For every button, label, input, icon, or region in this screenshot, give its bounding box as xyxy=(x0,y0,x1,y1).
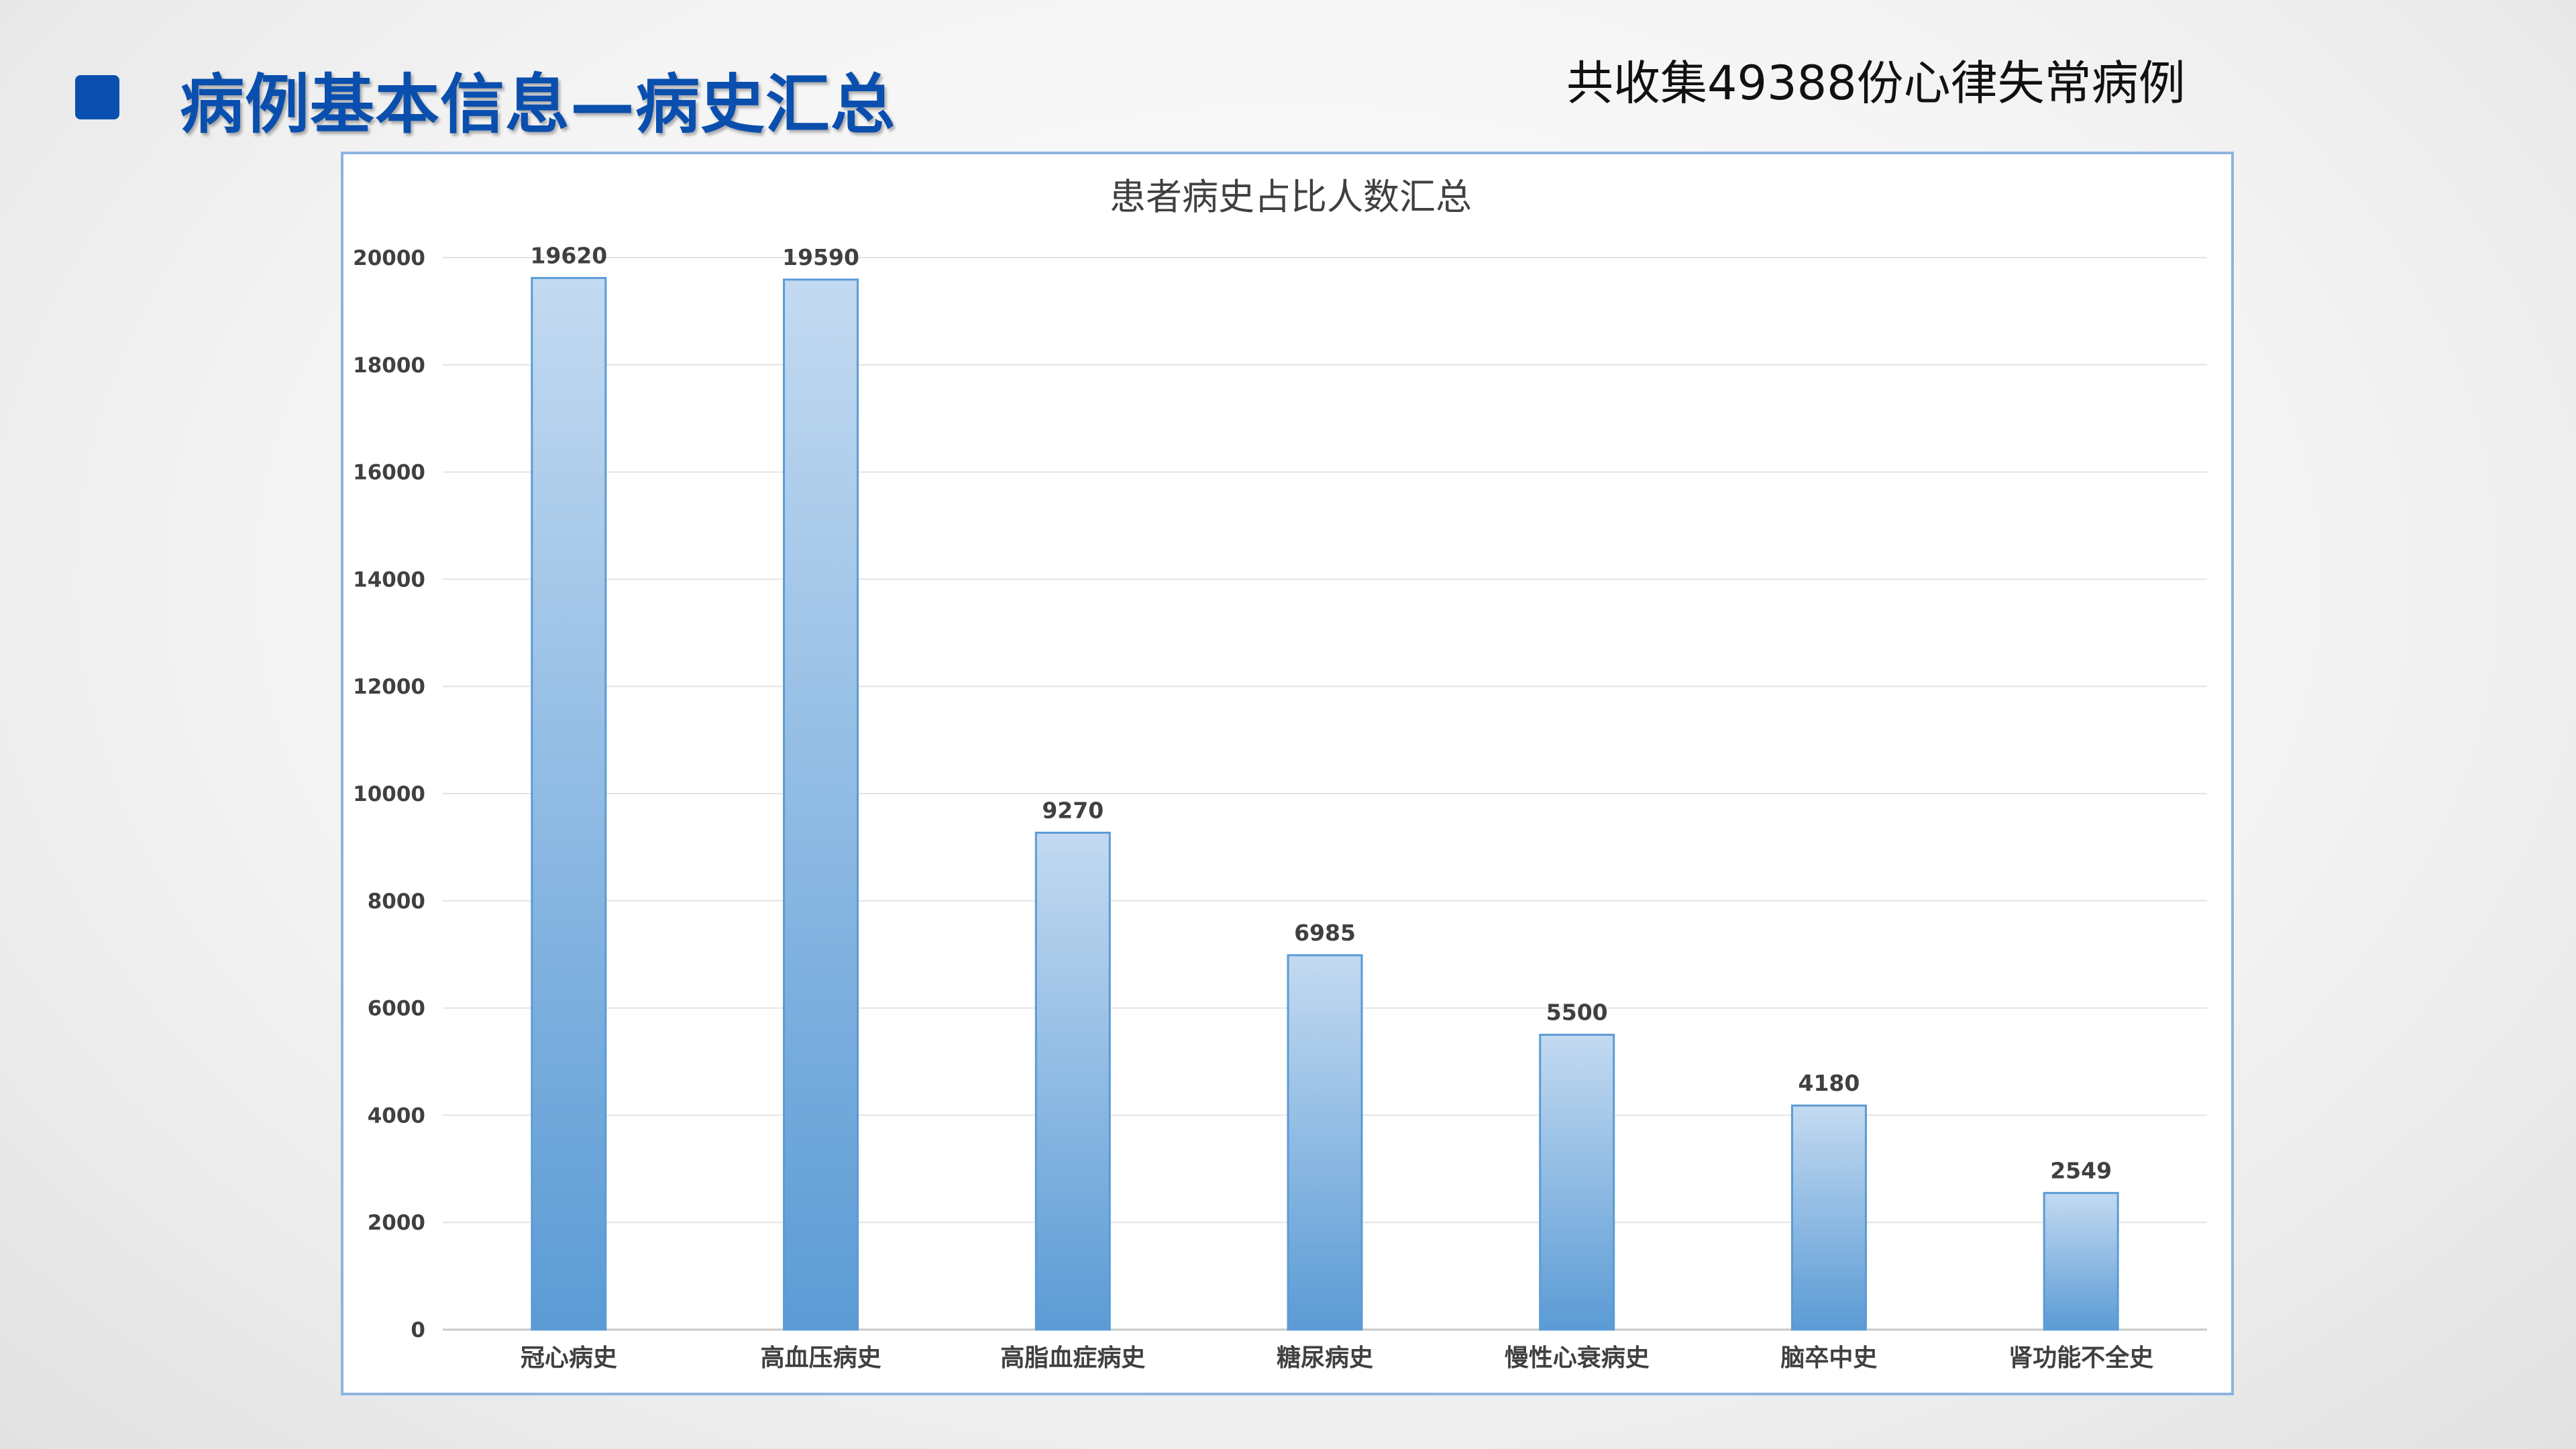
bar xyxy=(531,276,607,1331)
y-tick-label: 10000 xyxy=(353,782,425,806)
y-tick-label: 16000 xyxy=(353,461,425,485)
x-category-label: 脑卒中史 xyxy=(1780,1344,1877,1372)
x-category-label: 冠心病史 xyxy=(521,1344,617,1372)
bar-chart: 患者病史占比人数汇总 0 2000 4000 6000 8000 10000 12000 14… xyxy=(353,176,2207,1372)
slide-title: 病例基本信息—病史汇总 xyxy=(180,67,896,142)
y-tick-label: 8000 xyxy=(368,890,425,914)
y-tick-label: 18000 xyxy=(353,354,425,378)
bar xyxy=(1034,831,1111,1331)
title-bullet xyxy=(75,75,119,119)
y-tick-label: 12000 xyxy=(353,675,425,699)
data-label: 19620 xyxy=(530,242,607,268)
x-category-label: 高脂血症病史 xyxy=(1000,1344,1145,1372)
y-tick-label: 2000 xyxy=(368,1211,425,1235)
y-tick-label: 6000 xyxy=(368,997,425,1021)
x-category-label: 糖尿病史 xyxy=(1277,1344,1373,1372)
data-label: 19590 xyxy=(782,244,859,270)
case-count-note: 共收集49388份心律失常病例 xyxy=(1566,56,2186,111)
x-category-label: 肾功能不全史 xyxy=(2008,1344,2153,1372)
y-tick-label: 14000 xyxy=(353,568,425,592)
data-label: 4180 xyxy=(1798,1070,1860,1096)
chart-title: 患者病史占比人数汇总 xyxy=(1110,176,1472,218)
data-label: 2549 xyxy=(2050,1157,2112,1183)
y-tick-label: 20000 xyxy=(353,246,425,270)
data-label: 9270 xyxy=(1042,797,1104,823)
bar xyxy=(1539,1034,1615,1331)
data-label: 5500 xyxy=(1546,1000,1608,1026)
data-label: 6985 xyxy=(1294,920,1356,946)
y-tick-label: 0 xyxy=(411,1318,425,1342)
bar xyxy=(1287,954,1363,1331)
x-category-label: 高血压病史 xyxy=(761,1344,881,1372)
bar xyxy=(783,278,859,1331)
x-category-label: 慢性心衰病史 xyxy=(1505,1344,1650,1372)
chart-container: 患者病史占比人数汇总 0 2000 4000 6000 8000 10000 12000 14… xyxy=(341,152,2234,1395)
y-tick-label: 4000 xyxy=(368,1104,425,1128)
bar xyxy=(2043,1191,2119,1331)
bar xyxy=(1790,1104,1867,1331)
